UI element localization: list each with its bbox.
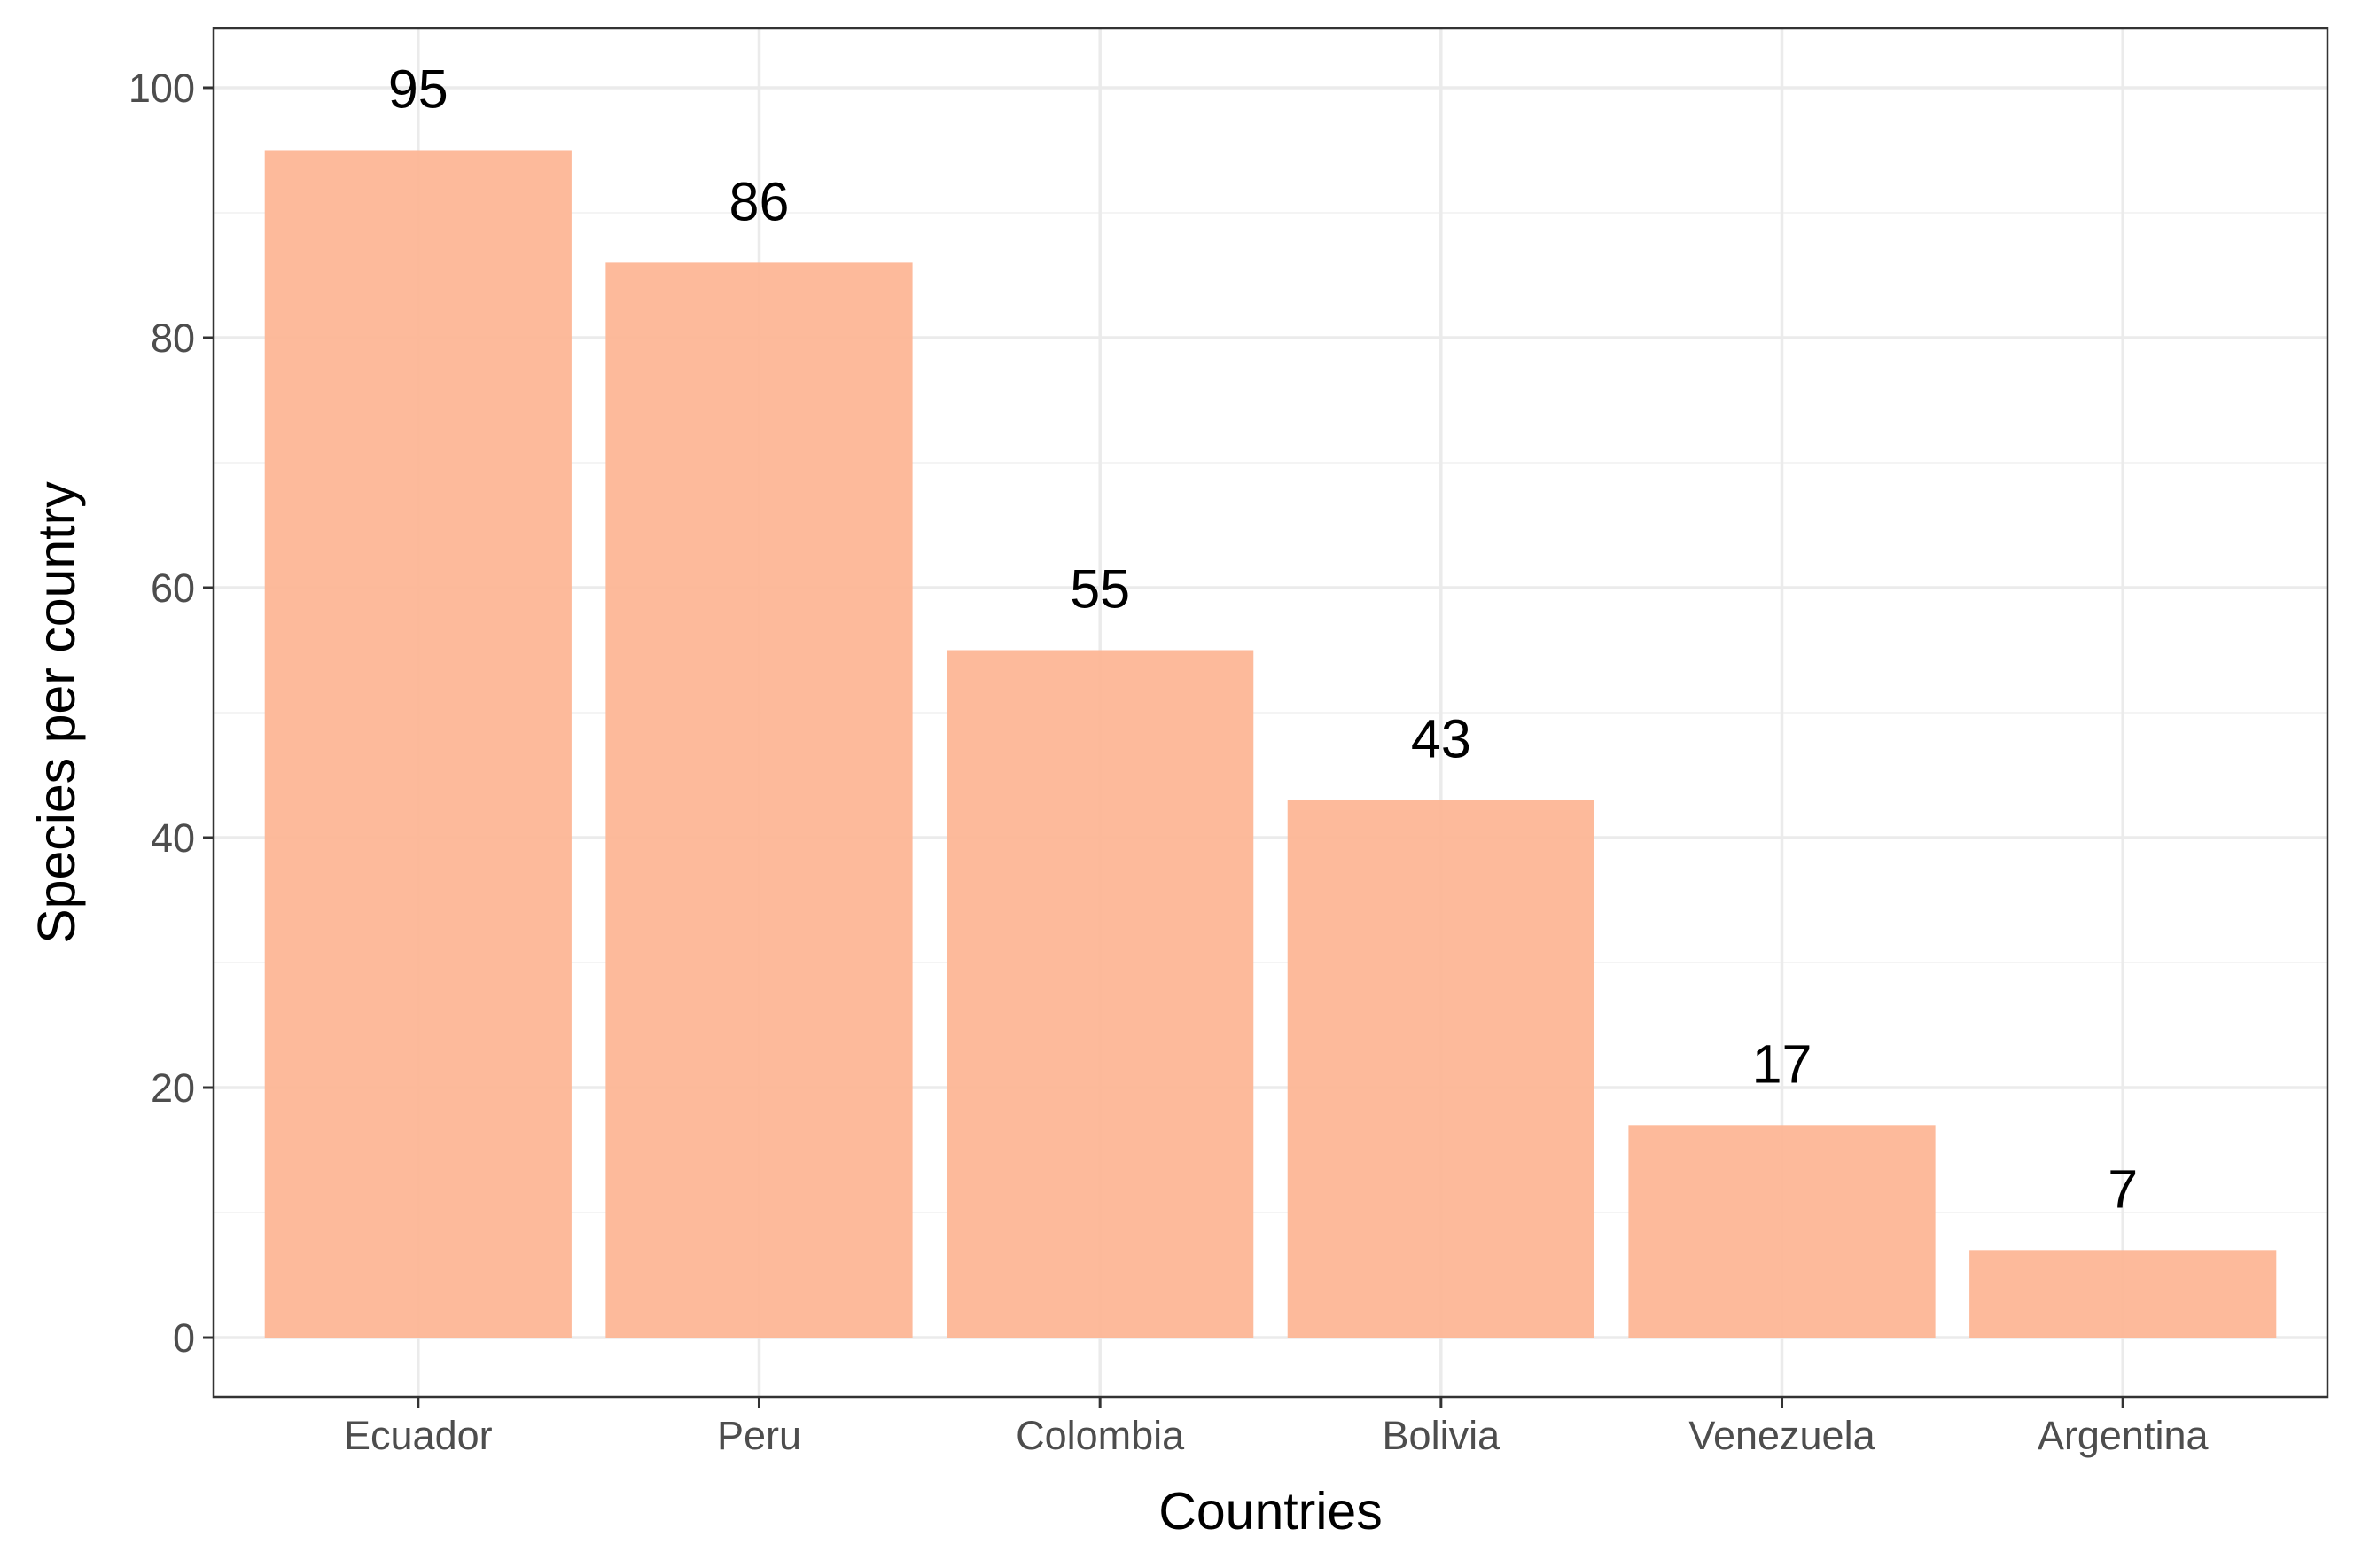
- axis-ticks: 0 20 40 60 80 100 Ecuador Peru Colombia Bolivia Ve…: [129, 66, 2210, 1458]
- x-tick-label: Colombia: [1016, 1413, 1185, 1458]
- y-tick-label: 20: [151, 1065, 195, 1111]
- bar-bolivia: [1287, 800, 1594, 1338]
- data-label: 7: [2108, 1158, 2138, 1219]
- y-tick-label: 100: [129, 66, 195, 111]
- x-axis-title: Countries: [1158, 1482, 1383, 1541]
- x-tick-label: Ecuador: [344, 1413, 493, 1458]
- panel-border: [212, 27, 2329, 1399]
- data-labels: 95 86 55 43 17 7: [388, 59, 2138, 1219]
- data-label: 17: [1752, 1034, 1812, 1094]
- data-label: 86: [729, 171, 790, 231]
- x-tick-label: Venezuela: [1688, 1413, 1875, 1458]
- data-label: 55: [1070, 558, 1130, 619]
- y-axis-title: Species per country: [27, 481, 86, 944]
- bar-peru: [605, 262, 913, 1338]
- y-tick-label: 0: [173, 1315, 195, 1361]
- x-tick-label: Argentina: [2038, 1413, 2210, 1458]
- bar-ecuador: [264, 150, 572, 1338]
- x-tick-label: Peru: [717, 1413, 801, 1458]
- data-label: 43: [1411, 709, 1471, 769]
- data-label: 95: [388, 59, 448, 119]
- y-tick-label: 80: [151, 316, 195, 361]
- x-tick-label: Bolivia: [1383, 1413, 1501, 1458]
- bar-argentina: [1969, 1250, 2277, 1338]
- bars: [264, 150, 2277, 1338]
- y-tick-label: 40: [151, 815, 195, 861]
- bar-venezuela: [1628, 1125, 1936, 1338]
- bar-colombia: [947, 650, 1254, 1338]
- y-tick-label: 60: [151, 566, 195, 611]
